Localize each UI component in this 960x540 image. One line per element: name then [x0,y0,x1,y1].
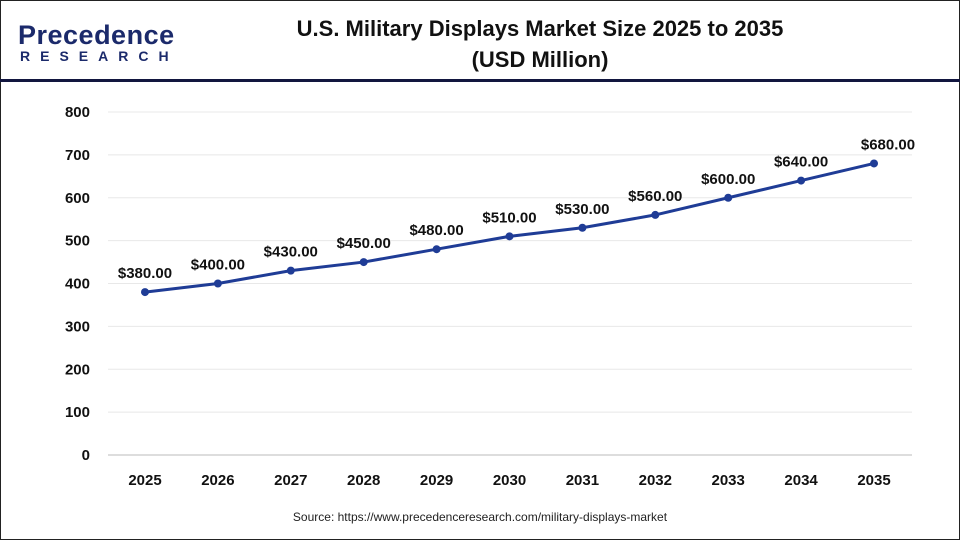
series-line [144,161,875,294]
y-tick-label: 600 [65,190,90,207]
data-point [797,176,806,185]
data-point [724,193,733,202]
x-tick-label: 2029 [420,472,453,489]
y-tick-label: 100 [65,404,90,421]
data-label: $510.00 [482,209,536,226]
data-label: $640.00 [774,154,828,171]
y-tick-label: 700 [65,147,90,164]
y-tick-label: 200 [65,361,90,378]
y-tick-label: 0 [82,447,90,464]
data-point [651,210,660,219]
data-point [505,232,514,241]
x-tick-label: 2034 [784,472,818,489]
logo-line1: Precedence [18,20,175,50]
x-tick-label: 2031 [566,472,599,489]
data-label: $600.00 [701,171,755,188]
source-note: Source: https://www.precedenceresearch.c… [292,510,668,524]
x-tick-label: 2033 [712,472,745,489]
data-label: $530.00 [555,201,609,218]
data-label: $450.00 [337,235,391,252]
x-tick-label: 2026 [201,472,234,489]
x-tick-label: 2032 [639,472,672,489]
y-tick-label: 800 [65,104,90,121]
x-tick-label: 2028 [347,472,380,489]
x-tick-label: 2035 [857,472,890,489]
precedence-research-logo: Precedence RESEARCH [18,20,179,65]
data-label: $430.00 [264,244,318,261]
x-tick-label: 2025 [128,472,161,489]
data-point [578,223,587,232]
data-label: $680.00 [861,136,915,153]
y-tick-label: 500 [65,233,90,250]
header-divider [0,79,960,82]
logo-line2: RESEARCH [20,48,179,64]
x-tick-label: 2027 [274,472,307,489]
data-label: $400.00 [191,257,245,274]
data-point [141,288,149,297]
y-tick-label: 300 [65,318,90,335]
data-label: $380.00 [118,265,172,282]
y-tick-label: 400 [65,276,90,293]
data-label: $480.00 [409,222,463,239]
data-point [870,159,878,168]
data-point [213,279,222,288]
data-point [432,245,441,254]
x-tick-label: 2030 [493,472,526,489]
title-line1: U.S. Military Displays Market Size 2025 … [296,16,784,41]
chart-title: U.S. Military Displays Market Size 2025 … [230,13,850,75]
data-point [286,266,295,275]
title-line2: (USD Million) [471,47,609,72]
data-point [359,258,368,267]
data-label: $560.00 [628,188,682,205]
